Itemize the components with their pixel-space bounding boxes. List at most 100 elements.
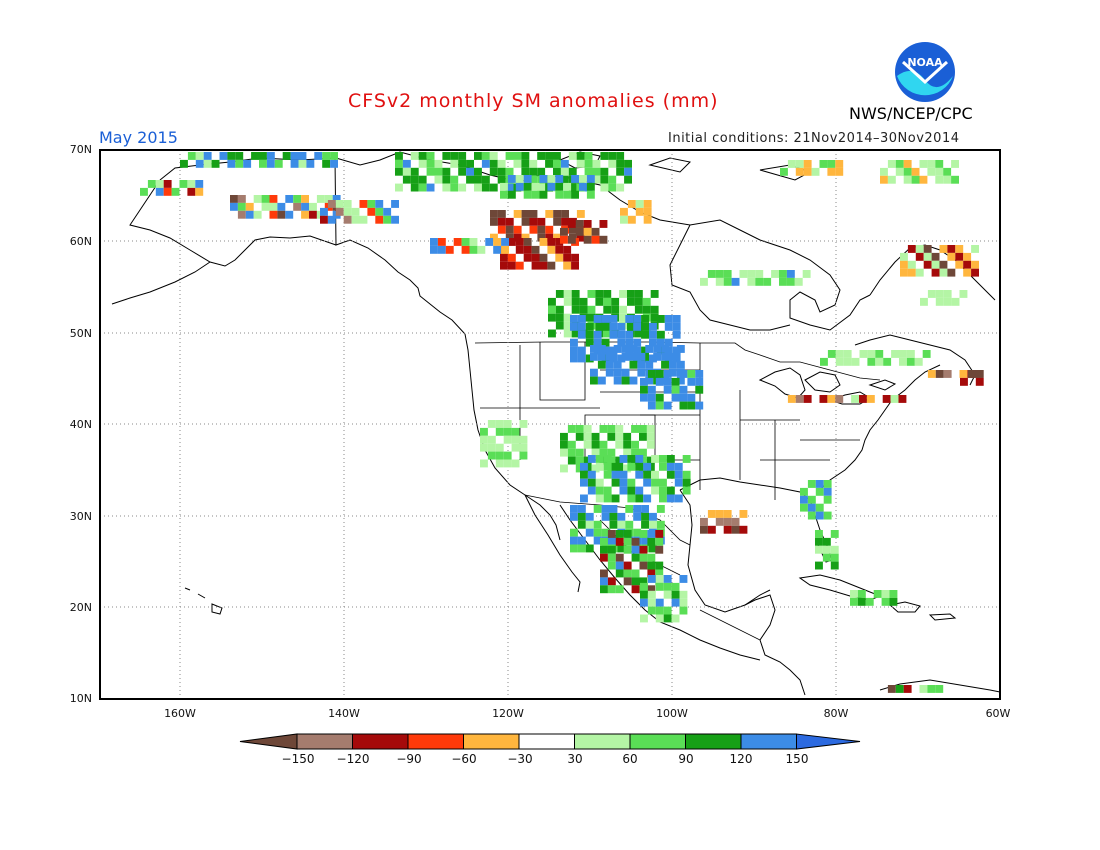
anomaly-cell — [560, 432, 568, 441]
anomaly-cell — [640, 377, 648, 386]
anomaly-cell — [723, 517, 732, 526]
anomaly-cell — [450, 183, 459, 192]
anomaly-cell — [261, 195, 270, 203]
anomaly-cell — [906, 357, 915, 366]
anomaly-cell — [474, 183, 482, 192]
anomaly-cell — [639, 530, 648, 538]
anomaly-cell — [800, 495, 808, 504]
anomaly-cell — [603, 486, 612, 495]
anomaly-cell — [865, 597, 874, 606]
anomaly-cell — [895, 160, 904, 168]
anomaly-cell — [466, 167, 474, 176]
anomaly-cell — [523, 175, 532, 183]
anomaly-cell — [237, 195, 246, 203]
anomaly-cell — [859, 350, 868, 358]
anomaly-cell — [643, 478, 652, 487]
anomaly-cell — [633, 338, 642, 347]
anomaly-cell — [563, 182, 572, 191]
anomaly-cell — [971, 245, 979, 253]
anomaly-cell — [570, 505, 578, 513]
anomaly-cell — [655, 598, 664, 607]
anomaly-cell — [391, 200, 399, 208]
anomaly-cell — [539, 253, 548, 262]
anomaly-cell — [655, 582, 664, 591]
anomaly-cell — [320, 215, 328, 224]
anomaly-cell — [230, 195, 238, 203]
anomaly-cell — [827, 395, 836, 403]
anomaly-cell — [487, 451, 496, 460]
anomaly-cell — [497, 225, 506, 234]
anomaly-cell — [567, 448, 576, 457]
anomaly-cell — [815, 487, 824, 496]
anomaly-cell — [511, 459, 520, 468]
anomaly-cell — [375, 215, 384, 224]
anomaly-cell — [903, 685, 912, 693]
anomaly-cell — [649, 330, 657, 339]
anomaly-cell — [430, 238, 438, 246]
anomaly-cell — [646, 440, 655, 449]
anomaly-cell — [835, 160, 844, 168]
anomaly-cell — [320, 207, 328, 216]
anomaly-cell — [627, 494, 636, 503]
anomaly-cell — [803, 167, 812, 176]
anomaly-cell — [609, 520, 618, 529]
anomaly-cell — [671, 385, 680, 394]
anomaly-cell — [537, 217, 546, 226]
anomaly-cell — [539, 190, 548, 199]
anomaly-cell — [519, 451, 528, 460]
anomaly-cell — [835, 395, 844, 403]
anomaly-cell — [583, 235, 592, 244]
anomaly-cell — [875, 350, 884, 358]
anomaly-cell — [943, 175, 952, 184]
anomaly-cell — [672, 330, 681, 339]
anomaly-cell — [553, 152, 561, 160]
anomaly-cell — [625, 505, 634, 513]
anomaly-cell — [787, 160, 796, 168]
anomaly-cell — [513, 152, 522, 160]
anomaly-cell — [939, 268, 948, 277]
anomaly-cell — [503, 435, 512, 444]
anomaly-cell — [867, 350, 876, 358]
anomaly-cell — [195, 159, 204, 168]
anomaly-cell — [261, 202, 270, 211]
anomaly-cell — [955, 260, 964, 269]
anomaly-cell — [595, 290, 604, 298]
lat-label-60n: 60N — [69, 235, 92, 248]
anomaly-cell — [679, 575, 688, 583]
anomaly-cell — [640, 582, 648, 591]
anomaly-cell — [679, 606, 688, 615]
anomaly-cell — [523, 245, 532, 254]
anomaly-cell — [827, 167, 836, 176]
anomaly-cell — [555, 175, 564, 183]
anomaly-cell — [807, 480, 816, 488]
anomaly-cell — [461, 238, 470, 246]
anomaly-cell — [537, 225, 546, 234]
anomaly-cell — [889, 590, 898, 598]
anomaly-cell — [583, 456, 592, 465]
anomaly-cell — [655, 370, 664, 378]
anomaly-cell — [666, 470, 675, 479]
anomaly-cell — [140, 187, 148, 196]
anomaly-cell — [513, 225, 522, 234]
anomaly-cell — [523, 190, 532, 199]
anomaly-cell — [410, 152, 419, 160]
anomaly-cell — [639, 425, 647, 433]
colorbar-swatch — [574, 733, 631, 750]
anomaly-cell — [623, 440, 632, 449]
anomaly-cell — [570, 528, 578, 537]
anomaly-cell — [576, 233, 585, 242]
anomaly-cell — [599, 425, 608, 433]
noaa-logo: NOAA — [893, 40, 957, 104]
anomaly-cell — [643, 207, 652, 216]
anomaly-cell — [919, 160, 928, 168]
anomaly-cell — [830, 561, 839, 570]
anomaly-cell — [611, 478, 620, 487]
anomaly-cell — [955, 245, 964, 253]
anomaly-cell — [531, 245, 540, 254]
anomaly-cell — [607, 530, 616, 538]
anomaly-cell — [739, 270, 748, 278]
anomaly-cell — [595, 478, 604, 487]
anomaly-cell — [245, 210, 254, 219]
anomaly-cell — [519, 435, 528, 444]
